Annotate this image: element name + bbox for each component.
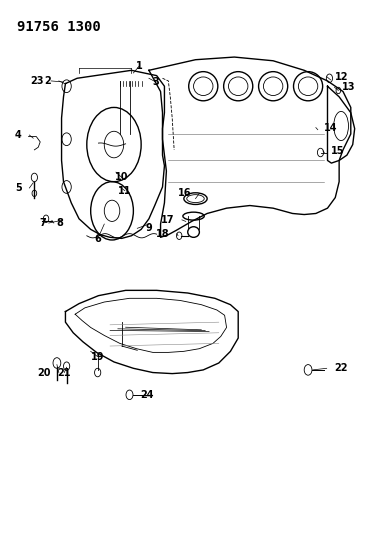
Text: 2: 2	[44, 76, 51, 86]
Text: 22: 22	[334, 364, 348, 373]
Text: 1: 1	[136, 61, 143, 71]
Text: 10: 10	[115, 172, 129, 182]
Text: 8: 8	[57, 218, 63, 228]
Text: 20: 20	[38, 368, 51, 377]
Text: 19: 19	[91, 352, 104, 361]
Text: 17: 17	[161, 215, 174, 225]
Text: 7: 7	[39, 218, 46, 228]
Text: 14: 14	[324, 123, 337, 133]
Text: 5: 5	[15, 183, 22, 193]
Text: 23: 23	[30, 76, 43, 86]
Text: 9: 9	[145, 223, 152, 233]
Text: 91756 1300: 91756 1300	[17, 20, 100, 34]
Text: 15: 15	[331, 146, 344, 156]
Text: 13: 13	[342, 82, 356, 92]
Text: 11: 11	[118, 185, 132, 196]
Text: 12: 12	[334, 71, 348, 82]
Text: 4: 4	[15, 130, 22, 140]
Text: 21: 21	[57, 368, 71, 377]
Text: 6: 6	[94, 234, 101, 244]
Text: 18: 18	[156, 229, 169, 239]
Text: 16: 16	[178, 188, 192, 198]
Text: 3: 3	[152, 77, 159, 87]
Text: 24: 24	[140, 390, 154, 400]
